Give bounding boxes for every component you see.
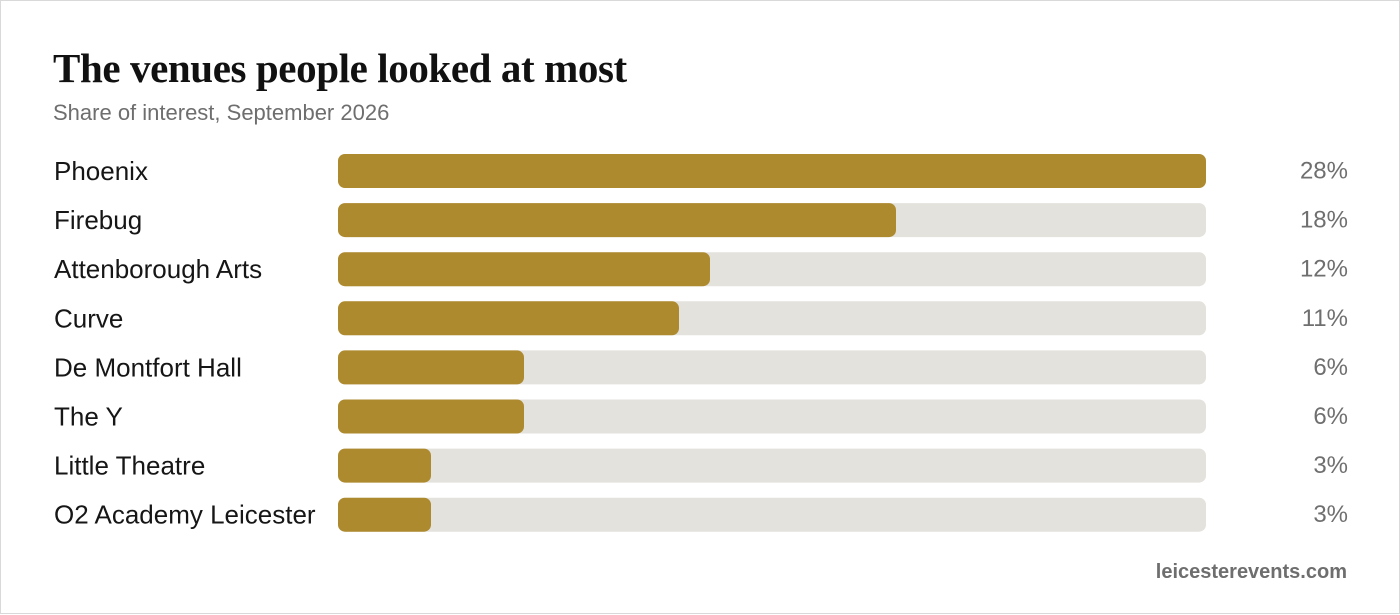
bar xyxy=(338,301,679,336)
bar xyxy=(338,399,524,434)
category-label: Attenborough Arts xyxy=(54,254,262,284)
category-label: The Y xyxy=(54,402,123,432)
value-label: 28% xyxy=(1300,158,1348,185)
bar-track xyxy=(338,448,1206,483)
bar-track xyxy=(338,497,1206,532)
value-label: 18% xyxy=(1300,207,1348,234)
value-label: 3% xyxy=(1313,452,1348,479)
category-label: Little Theatre xyxy=(54,451,205,481)
value-label: 6% xyxy=(1313,403,1348,430)
category-label: De Montfort Hall xyxy=(54,352,242,382)
bar-track xyxy=(338,350,1206,385)
chart-title: The venues people looked at most xyxy=(53,45,627,91)
category-label: Firebug xyxy=(54,205,142,235)
bar xyxy=(338,203,896,238)
value-label: 12% xyxy=(1300,256,1348,283)
bar xyxy=(338,252,710,287)
value-label: 11% xyxy=(1302,305,1348,332)
value-label: 6% xyxy=(1313,354,1348,381)
bar xyxy=(338,154,1206,188)
bar xyxy=(338,497,431,532)
bar xyxy=(338,350,524,385)
category-label: Curve xyxy=(54,303,123,333)
bar xyxy=(338,448,431,483)
category-label: Phoenix xyxy=(54,156,148,186)
category-label: O2 Academy Leicester xyxy=(54,500,316,530)
bar-track xyxy=(338,399,1206,434)
source-credit: leicesterevents.com xyxy=(1155,561,1347,583)
value-label: 3% xyxy=(1313,501,1348,528)
chart-subtitle: Share of interest, September 2026 xyxy=(53,100,390,125)
